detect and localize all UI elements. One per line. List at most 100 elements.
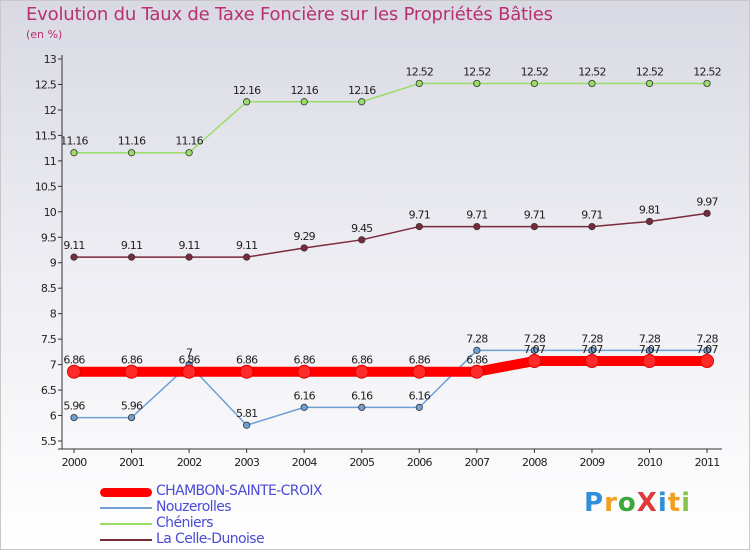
data-point (703, 346, 711, 354)
data-point (588, 346, 596, 354)
data-label: 7.28 (581, 332, 603, 345)
legend-label: Chéniers (156, 515, 213, 531)
y-tick-label: 7 (50, 359, 57, 372)
data-label: 9.97 (696, 195, 718, 208)
data-label: 12.52 (693, 65, 721, 78)
y-axis-unit: (en %) (26, 28, 63, 41)
y-tick-label: 5.5 (41, 435, 57, 448)
y-tick-label: 9 (50, 257, 57, 270)
x-tick-label: 2002 (177, 456, 202, 469)
x-tick-label: 2003 (234, 456, 260, 469)
data-label: 12.52 (578, 65, 606, 78)
data-point (473, 346, 481, 354)
data-point (124, 364, 139, 379)
data-label: 7.07 (696, 343, 718, 356)
data-label: 5.96 (63, 400, 85, 413)
y-tick-label: 8 (50, 308, 57, 321)
data-label: 9.29 (294, 230, 316, 243)
logo-letter: i (681, 488, 692, 518)
data-label: 11.16 (175, 135, 203, 148)
data-point (185, 253, 193, 261)
data-point (297, 364, 312, 379)
data-label: 12.52 (463, 65, 491, 78)
data-label: 9.71 (409, 209, 430, 222)
x-tick-label: 2011 (695, 456, 720, 469)
legend-swatch (100, 507, 152, 509)
data-label: 6.16 (409, 389, 431, 402)
data-point (70, 149, 78, 157)
logo-letter: r (604, 488, 618, 518)
data-point (588, 79, 596, 88)
y-tick-label: 10.5 (35, 180, 57, 193)
y-tick-label: 10 (44, 206, 57, 219)
y-tick-label: 6 (50, 410, 57, 423)
series-line-3 (73, 212, 708, 258)
data-point (530, 79, 539, 88)
data-label: 9.11 (121, 239, 142, 252)
y-tick-label: 8.5 (41, 282, 57, 295)
data-point (703, 79, 711, 88)
data-point (70, 253, 78, 261)
data-point (412, 364, 427, 379)
series-line-2 (73, 82, 708, 154)
data-point (645, 346, 654, 354)
logo-letter: i (657, 488, 668, 518)
data-point (530, 346, 539, 354)
y-tick-label: 12 (44, 104, 56, 117)
y-tick-label: 6.5 (41, 384, 57, 397)
data-label: 9.81 (639, 203, 660, 216)
data-label: 6.86 (63, 354, 85, 367)
x-tick-label: 2001 (119, 456, 144, 469)
data-point (588, 222, 596, 231)
data-label: 9.45 (351, 222, 373, 235)
data-point (527, 354, 542, 369)
data-label: 11.16 (118, 135, 146, 148)
data-point (185, 149, 193, 157)
data-point (415, 222, 423, 231)
proxiti-logo: ProXiti (584, 488, 691, 518)
x-tick-label: 2005 (349, 456, 375, 469)
data-label: 7.07 (581, 343, 603, 356)
logo-letter: t (667, 488, 682, 518)
data-point (584, 354, 599, 369)
data-label: 12.52 (636, 65, 664, 78)
data-point (182, 364, 197, 379)
data-label: 12.52 (521, 65, 549, 78)
data-label: 6.86 (236, 354, 258, 367)
data-point (700, 354, 715, 369)
chart-title: Evolution du Taux de Taxe Foncière sur l… (26, 4, 553, 25)
data-label: 9.71 (581, 209, 602, 222)
y-tick-label: 12.5 (35, 78, 57, 91)
data-point (300, 403, 308, 411)
data-point (127, 413, 136, 422)
data-label: 6.86 (409, 354, 431, 367)
data-label: 5.81 (236, 407, 257, 420)
legend-label: Nouzerolles (156, 499, 232, 515)
logo-letter: o (617, 488, 637, 518)
data-label: 12.16 (348, 84, 376, 97)
y-tick-label: 11 (44, 155, 56, 168)
data-label: 7.28 (696, 332, 718, 345)
y-tick-label: 7.5 (41, 333, 57, 346)
legend-swatch (100, 487, 152, 497)
data-label: 6.86 (294, 354, 316, 367)
data-point (645, 217, 654, 226)
data-point (358, 98, 366, 106)
data-label: 7.28 (466, 332, 488, 345)
data-label: 9.71 (466, 209, 487, 222)
data-label: 7.28 (524, 332, 546, 345)
data-point (530, 222, 539, 231)
legend-swatch (100, 539, 152, 541)
x-tick-label: 2009 (580, 456, 606, 469)
data-point (473, 222, 481, 231)
x-tick-label: 2006 (407, 456, 433, 469)
x-tick-label: 2004 (292, 456, 318, 469)
data-label: 11.16 (60, 135, 88, 148)
data-label: 6.86 (178, 354, 200, 367)
data-point (473, 79, 481, 88)
data-label: 12.16 (233, 84, 261, 97)
data-label: 6.16 (294, 389, 316, 402)
logo-letter: X (636, 488, 658, 518)
data-label: 7.07 (524, 343, 546, 356)
